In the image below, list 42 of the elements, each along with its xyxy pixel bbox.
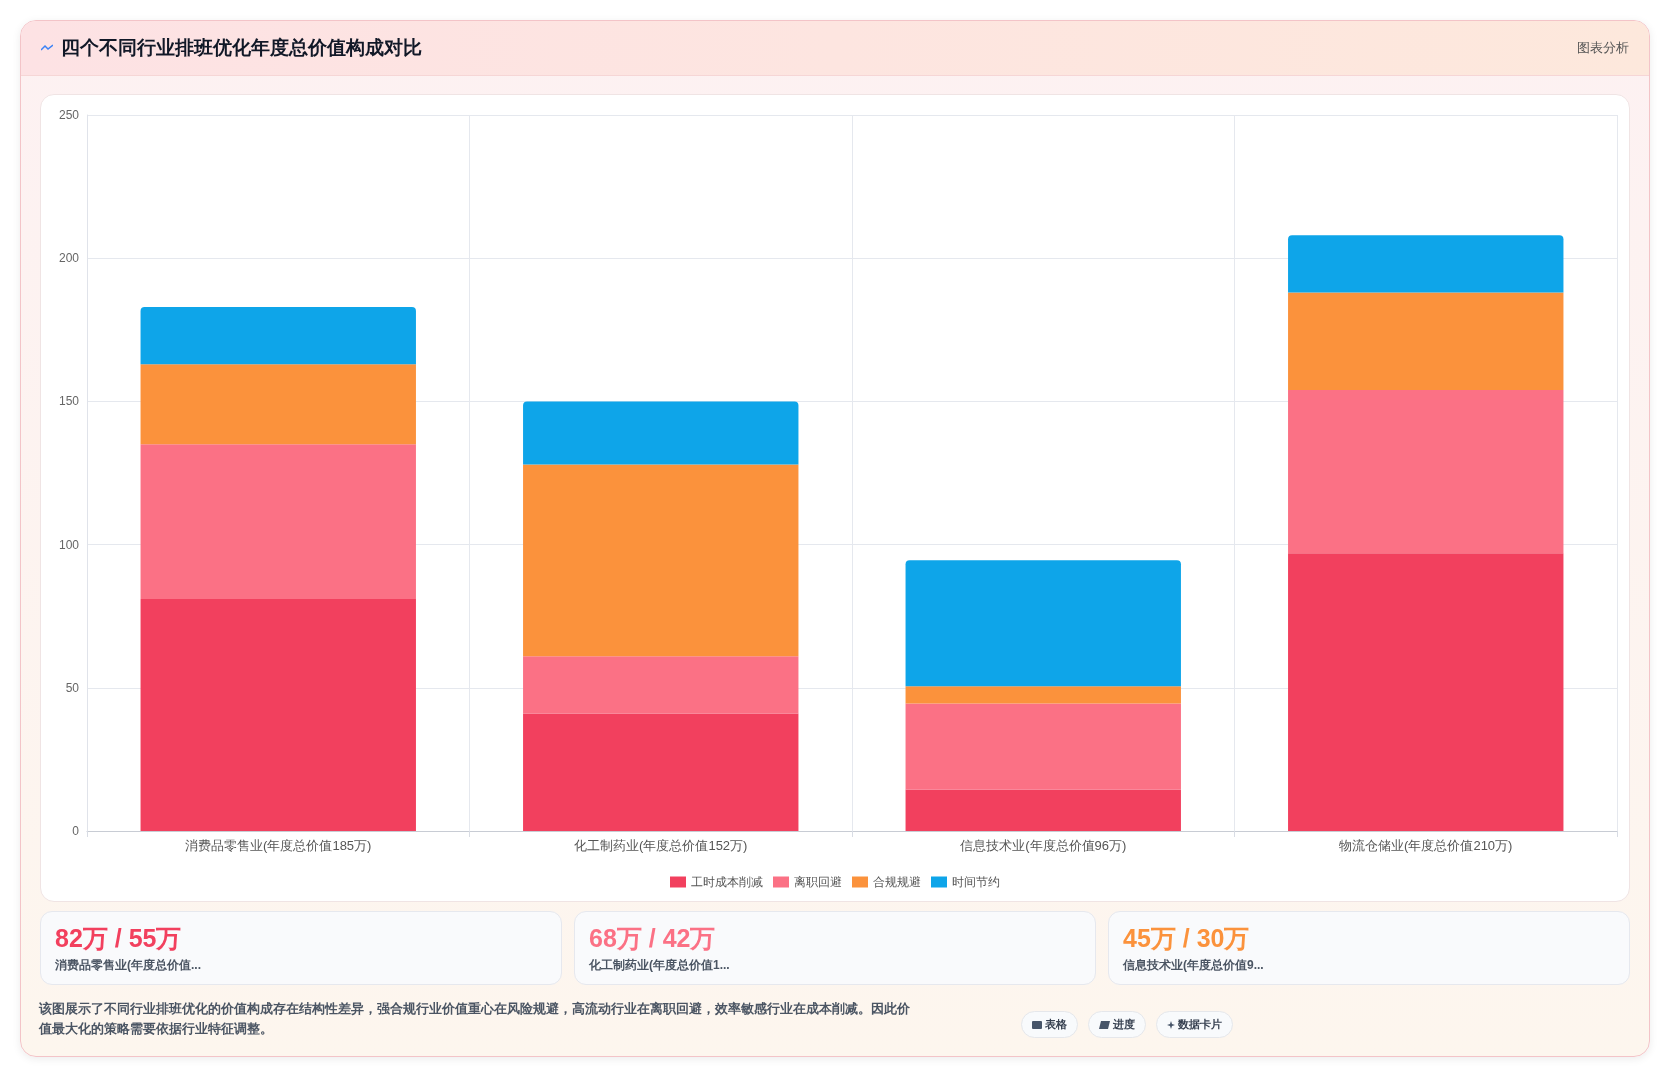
bar	[523, 401, 799, 465]
y-tick-label: 50	[65, 680, 80, 695]
bar	[1288, 292, 1564, 390]
x-tick-label: 化工制药业(年度总价值152万)	[574, 838, 748, 853]
text: 化工制药业(年度总价值1...	[589, 957, 731, 974]
text: 进度	[1088, 1011, 1146, 1038]
text: 表格	[1021, 1011, 1078, 1038]
text: 该图展示了不同行业排班优化的价值构成存在结构性差异，强合规行业价值重心在风险规避，高流动行业在离职回避，效率敏感行业在成本削减。因此价值最大化的策略需要依据行业特征调整。	[39, 1000, 911, 1038]
y-tick-label: 250	[58, 108, 80, 122]
bar	[140, 364, 416, 445]
text: 45万 / 30万	[1123, 923, 1251, 954]
x-tick-label: 物流仓储业(年度总价值210万)	[1339, 838, 1513, 853]
bar	[905, 789, 1181, 831]
legend-label: 合规规避	[873, 875, 921, 889]
bar	[140, 444, 416, 600]
bar	[1288, 389, 1564, 554]
bar	[905, 686, 1181, 704]
text: 消费品零售业(年度总价值...	[55, 957, 202, 974]
text: 信息技术业(年度总价值9...	[1123, 957, 1265, 974]
text: 数据卡片	[1156, 1011, 1233, 1038]
bar	[523, 656, 799, 714]
x-tick-label: 信息技术业(年度总价值96万)	[960, 838, 1127, 853]
legend-label: 工时成本削减	[691, 875, 763, 889]
y-tick-label: 100	[58, 537, 80, 552]
chart-title: 四个不同行业排班优化年度总价值构成对比	[61, 36, 422, 60]
bar	[905, 703, 1181, 790]
text: 68万 / 42万	[589, 923, 717, 954]
bar	[1288, 553, 1564, 831]
y-tick-label: 200	[58, 251, 80, 266]
text: 图表分析	[1577, 39, 1629, 57]
text: 82万 / 55万	[55, 923, 183, 954]
legend-label: 时间节约	[952, 875, 1000, 889]
bar	[140, 599, 416, 831]
bar	[905, 560, 1181, 687]
y-tick-label: 0	[72, 824, 80, 838]
y-tick-label: 150	[58, 394, 80, 409]
bar	[140, 306, 416, 365]
legend-label: 离职回避	[794, 875, 842, 889]
bar	[523, 464, 799, 657]
x-tick-label: 消费品零售业(年度总价值185万)	[185, 838, 372, 853]
bar	[523, 713, 799, 831]
bar	[1288, 235, 1564, 293]
